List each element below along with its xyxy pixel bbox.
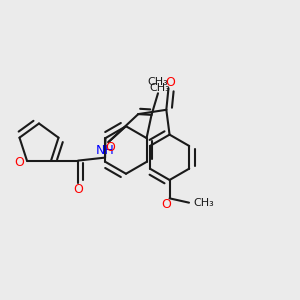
Text: CH₃: CH₃	[149, 83, 170, 93]
Text: O: O	[165, 76, 175, 89]
Text: O: O	[14, 156, 24, 169]
Text: O: O	[105, 141, 115, 154]
Text: O: O	[162, 198, 172, 211]
Text: O: O	[73, 183, 83, 196]
Text: CH₃: CH₃	[194, 198, 214, 208]
Text: NH: NH	[96, 144, 114, 157]
Text: CH₃: CH₃	[148, 77, 168, 87]
